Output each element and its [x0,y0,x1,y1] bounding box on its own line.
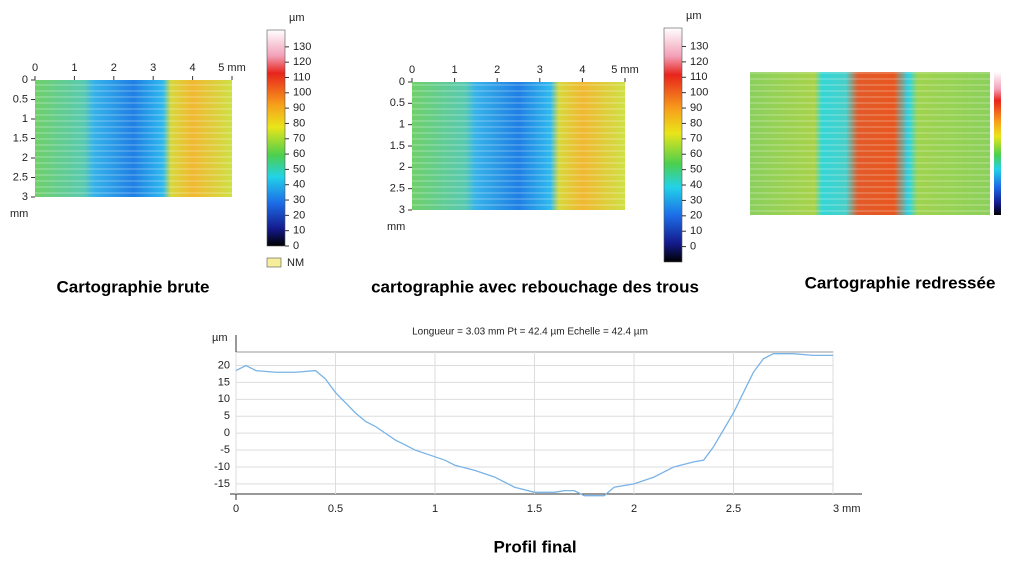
y-tick-label: 1 [399,119,405,131]
y-tick-label: 20 [218,359,230,371]
y-tick-label: 15 [218,376,230,388]
map-texture [412,82,625,210]
map-caption: cartographie avec rebouchage des trous [371,277,699,296]
y-tick-label: 2.5 [13,171,28,183]
x-tick-label: 0 [233,503,239,515]
x-tick-label: 0 [32,62,38,74]
y-unit: mm [10,208,28,220]
colorbar-tick-label: 20 [293,209,305,221]
colorbar-tick-label: 90 [293,102,305,114]
colorbar-tick-label: 70 [690,133,702,145]
y-tick-label: 0.5 [13,93,28,105]
y-tick-label: 3 [399,204,405,216]
x-tick-label: 0 [409,64,415,76]
y-tick-label: 1.5 [13,132,28,144]
y-tick-label: -10 [214,461,230,473]
colorbar-tick-label: 90 [690,102,702,114]
colorbar-tick-label: 120 [293,56,311,68]
colorbar-tick-label: 0 [690,241,696,253]
x-tick-label: 2.5 [726,503,741,515]
y-tick-label: 10 [218,393,230,405]
colorbar-tick-label: 20 [690,210,702,222]
y-tick-label: 3 [22,191,28,203]
x-tick-label: 5 mm [218,62,246,74]
map-caption: Cartographie brute [56,277,209,296]
x-tick-label: 3 [150,62,156,74]
x-tick-label: 2 [631,503,637,515]
map-texture [750,72,990,215]
map-caption: Cartographie redressée [805,273,996,292]
colorbar-tick-label: 60 [690,148,702,160]
colorbar-tick-label: 30 [690,194,702,206]
colorbar-tick-label: 100 [293,87,311,99]
colorbar-tick-label: 40 [690,179,702,191]
colorbar-tick-label: 40 [293,179,305,191]
x-tick-label: 4 [579,64,585,76]
y-unit: µm [212,332,228,344]
colorbar-tick-label: 50 [690,164,702,176]
x-tick-label: 3 [537,64,543,76]
colorbar [663,27,683,263]
colorbar [266,29,286,247]
chart-caption: Profil final [493,537,576,556]
x-tick-label: 1.5 [527,503,542,515]
colorbar-unit: µm [686,10,702,22]
x-tick-label: 3 mm [833,503,861,515]
y-tick-label: 2 [399,161,405,173]
colorbar-tick-label: 60 [293,148,305,160]
profile-line [235,353,833,497]
y-tick-label: 0 [22,74,28,86]
colorbar-tick-label: 130 [293,41,311,53]
x-tick-label: 2 [111,62,117,74]
x-tick-label: 1 [452,64,458,76]
y-tick-label: 1.5 [390,140,405,152]
colorbar [994,72,1001,215]
y-tick-label: 0 [224,427,230,439]
colorbar-tick-label: 80 [293,117,305,129]
colorbar-tick-label: 130 [690,40,708,52]
y-tick-label: -15 [214,478,230,490]
colorbar-tick-label: 120 [690,56,708,68]
legend-swatch [266,257,282,268]
x-tick-label: 5 mm [611,64,639,76]
colorbar-tick-label: 10 [293,225,305,237]
colorbar-tick-label: 80 [690,117,702,129]
x-tick-label: 1 [432,503,438,515]
y-tick-label: 2 [22,152,28,164]
x-tick-label: 1 [71,62,77,74]
x-tick-label: 0.5 [328,503,343,515]
y-tick-label: -5 [220,444,230,456]
y-tick-label: 0 [399,76,405,88]
legend-label: NM [287,257,304,269]
y-tick-label: 5 [224,410,230,422]
colorbar-tick-label: 70 [293,133,305,145]
colorbar-tick-label: 100 [690,87,708,99]
colorbar-tick-label: 50 [293,163,305,175]
x-tick-label: 4 [190,62,196,74]
y-tick-label: 2.5 [390,183,405,195]
map-texture [35,80,232,197]
colorbar-tick-label: 110 [293,71,311,83]
colorbar-tick-label: 10 [690,225,702,237]
colorbar-unit: µm [289,12,305,24]
colorbar-tick-label: 110 [690,71,708,83]
chart-title: Longueur = 3.03 mm Pt = 42.4 µm Echelle … [412,327,648,338]
colorbar-tick-label: 30 [293,194,305,206]
y-tick-label: 0.5 [390,97,405,109]
y-unit: mm [387,221,405,233]
y-tick-label: 1 [22,113,28,125]
colorbar-tick-label: 0 [293,240,299,252]
x-tick-label: 2 [494,64,500,76]
